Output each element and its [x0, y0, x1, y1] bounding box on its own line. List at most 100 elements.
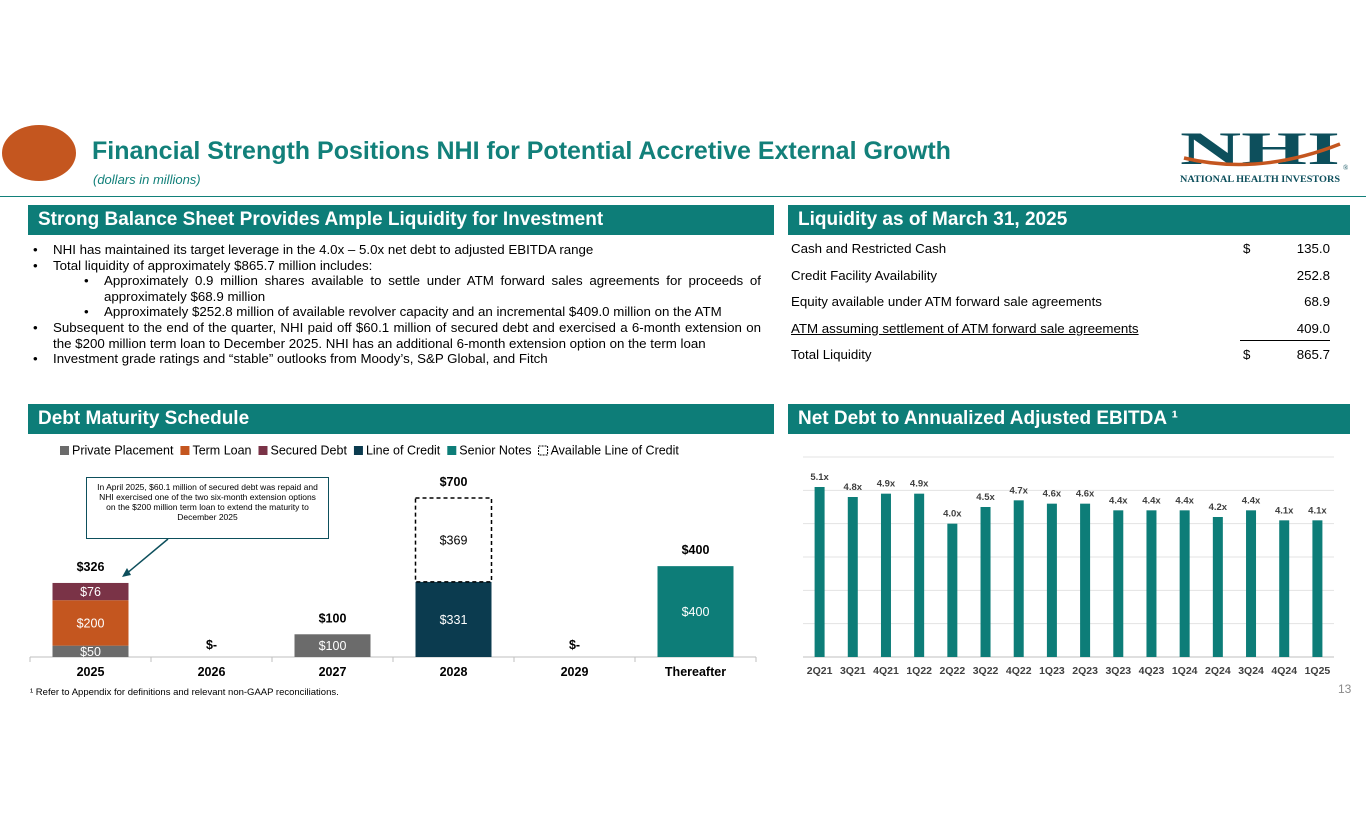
liquidity-label: ATM assuming settlement of ATM forward s… — [791, 320, 1139, 336]
liquidity-row: ATM assuming settlement of ATM forward s… — [791, 321, 1332, 348]
bar-segment-label: $400 — [682, 605, 710, 619]
liquidity-currency: $ — [1243, 347, 1251, 363]
liquidity-row: Credit Facility Availability 252.8 — [791, 268, 1332, 295]
logo-registered: ® — [1343, 164, 1349, 172]
x-tick-label: 4Q24 — [1271, 665, 1297, 677]
bullet-item: Total liquidity of approximately $865.7 … — [33, 258, 761, 274]
x-tick-label: 1Q25 — [1305, 665, 1331, 677]
page-subtitle: (dollars in millions) — [93, 172, 201, 187]
footnote: ¹ Refer to Appendix for definitions and … — [30, 687, 339, 698]
section-header-liquidity: Liquidity as of March 31, 2025 — [788, 205, 1350, 235]
ebitda-bar — [1146, 510, 1157, 657]
legend-label: Available Line of Credit — [551, 444, 680, 458]
legend-swatch — [538, 445, 549, 456]
bar-segment — [294, 634, 371, 657]
bar-value-label: 4.6x — [1043, 489, 1062, 500]
x-tick-label: 4Q22 — [1006, 665, 1032, 677]
liquidity-label: Cash and Restricted Cash — [791, 241, 947, 256]
x-tick-label: 1Q22 — [906, 665, 932, 677]
logo-swoosh — [1183, 142, 1341, 167]
ebitda-bar — [1080, 503, 1091, 657]
bar-value-label: 4.1x — [1275, 505, 1294, 516]
bar-segment — [52, 600, 129, 646]
liquidity-label: Credit Facility Availability — [791, 267, 938, 283]
ebitda-bar — [814, 487, 825, 657]
x-tick-label: 2026 — [198, 665, 226, 679]
callout-pointer — [125, 538, 169, 575]
liquidity-row: Equity available under ATM forward sale … — [791, 294, 1332, 321]
logo-caption: NATIONAL HEALTH INVESTORS — [1180, 175, 1340, 185]
ebitda-bar — [947, 523, 958, 657]
legend-swatch — [60, 446, 69, 455]
ebitda-bar — [1013, 500, 1024, 657]
bar-segment-available-credit — [414, 497, 493, 583]
bar-value-label: 4.4x — [1175, 495, 1194, 506]
bar-total-label: $700 — [440, 475, 468, 489]
bar-total-label: $- — [206, 638, 217, 652]
liquidity-currency: $ — [1243, 241, 1251, 256]
bar-value-label: 4.9x — [877, 479, 896, 490]
bar-value-label: 4.0x — [943, 509, 962, 520]
x-tick-label: 4Q21 — [873, 665, 899, 677]
liquidity-value: 252.8 — [1296, 267, 1330, 283]
legend-item: Term Loan — [180, 444, 252, 458]
liquidity-row: Cash and Restricted Cash $ 135.0 — [791, 241, 1332, 268]
bar-value-label: 4.7x — [1009, 485, 1028, 496]
section-header-debt-maturity: Debt Maturity Schedule — [28, 404, 774, 434]
bar-segment — [657, 566, 734, 657]
ebitda-bar — [880, 493, 891, 657]
legend-item: Available Line of Credit — [538, 444, 680, 458]
x-tick-label: 1Q24 — [1172, 665, 1198, 677]
page-title: Financial Strength Positions NHI for Pot… — [92, 137, 951, 165]
legend-label: Private Placement — [72, 444, 174, 458]
header-divider — [0, 196, 1366, 197]
legend-label: Line of Credit — [366, 444, 441, 458]
ebitda-bar — [1113, 510, 1124, 657]
x-tick-label: 2Q24 — [1205, 665, 1231, 677]
bar-value-label: 4.9x — [910, 479, 929, 490]
bullet-item: NHI has maintained its target leverage i… — [33, 242, 761, 258]
bar-segment-label: $50 — [80, 645, 101, 659]
ebitda-bar — [1179, 510, 1190, 657]
page-number: 13 — [1338, 682, 1352, 696]
bullet-subitem: Approximately $252.8 million of availabl… — [33, 304, 761, 320]
bar-segment — [52, 645, 129, 657]
bar-value-label: 4.1x — [1308, 505, 1327, 516]
x-tick-label: 1Q23 — [1039, 665, 1065, 677]
legend-item: Senior Notes — [447, 444, 532, 458]
bar-value-label: 4.8x — [844, 482, 863, 493]
bullet-item: Subsequent to the end of the quarter, NH… — [33, 320, 761, 351]
liquidity-value: 68.9 — [1304, 294, 1330, 310]
liquidity-value: 135.0 — [1296, 241, 1330, 256]
bullet-subitem: Approximately 0.9 million shares availab… — [33, 273, 761, 304]
ebitda-bar — [1212, 517, 1223, 657]
x-tick-label: 2Q21 — [807, 665, 833, 677]
liquidity-table: Cash and Restricted Cash $ 135.0 Credit … — [791, 241, 1332, 374]
bar-value-label: 4.5x — [976, 492, 995, 503]
ebitda-bar — [980, 507, 991, 657]
bar-segment — [52, 582, 129, 601]
ebitda-bar — [847, 497, 858, 657]
bar-value-label: 5.1x — [810, 472, 829, 483]
bar-segment — [415, 581, 492, 657]
legend-swatch — [258, 446, 268, 455]
callout-arrowhead — [122, 568, 131, 577]
ebitda-bar — [1246, 510, 1257, 657]
x-tick-label: 3Q23 — [1105, 665, 1131, 677]
legend-label: Term Loan — [192, 444, 251, 458]
x-tick-label: 4Q23 — [1139, 665, 1165, 677]
ebitda-bar — [1279, 520, 1290, 657]
bullet-item: Investment grade ratings and “stable” ou… — [33, 351, 761, 367]
bar-total-label: $400 — [682, 543, 710, 557]
bar-total-label: $326 — [77, 560, 105, 574]
bar-total-label: $- — [569, 638, 580, 652]
bar-value-label: 4.4x — [1109, 495, 1128, 506]
bar-segment-label: $200 — [77, 616, 105, 630]
section-header-net-debt: Net Debt to Annualized Adjusted EBITDA ¹ — [788, 404, 1350, 434]
bar-segment-label: $331 — [440, 613, 468, 627]
bar-value-label: 4.2x — [1209, 502, 1228, 513]
bullet-list: NHI has maintained its target leverage i… — [33, 242, 761, 367]
orange-dot-decoration — [2, 125, 76, 181]
x-tick-label: 2028 — [440, 665, 468, 679]
legend-item: Private Placement — [60, 444, 174, 458]
